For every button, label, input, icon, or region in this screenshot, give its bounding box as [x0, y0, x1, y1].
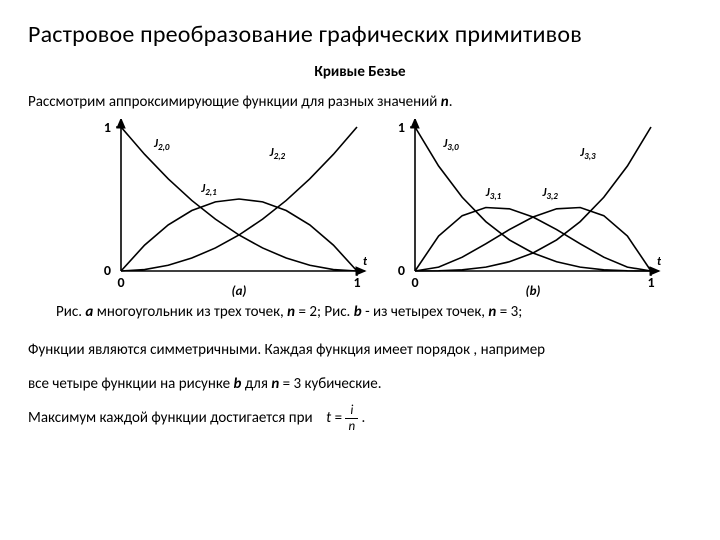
p2e: = 3 кубические. — [279, 375, 381, 393]
svg-text:t: t — [363, 255, 367, 269]
svg-text:J2,0: J2,0 — [153, 137, 170, 153]
svg-text:1: 1 — [647, 274, 654, 291]
cap-a-prefix: Рис. — [56, 303, 85, 321]
svg-text:0: 0 — [398, 262, 405, 279]
svg-text:1: 1 — [353, 274, 360, 291]
cap-a-eq: = 2; — [295, 303, 324, 321]
svg-text:0: 0 — [104, 262, 111, 279]
p3-text: Максимум каждой функции достигается при — [28, 409, 313, 427]
cap-b-label: b — [354, 303, 362, 321]
svg-text:t: t — [657, 255, 661, 269]
cap-b-eq: = 3; — [496, 303, 522, 321]
svg-text:J3,0: J3,0 — [442, 137, 459, 153]
svg-text:0: 0 — [117, 274, 124, 291]
chart-a: 0101tJ2,0J2,1J2,2(a) — [87, 119, 367, 299]
intro-prefix: Рассмотрим аппроксимирующие функции для … — [28, 93, 441, 111]
para-1: Функции являются симметричными. Каждая ф… — [28, 335, 692, 365]
chart-b: 0101tJ3,0J3,1J3,2J3,3(b) — [381, 119, 661, 299]
formula-den: n — [345, 419, 358, 433]
svg-text:(a): (a) — [232, 284, 247, 299]
svg-text:(b): (b) — [526, 284, 541, 299]
section-subtitle: Кривые Безье — [28, 63, 692, 81]
formula-frac: in — [345, 404, 358, 433]
svg-text:1: 1 — [104, 119, 111, 136]
intro-suffix: . — [449, 93, 453, 111]
svg-text:0: 0 — [411, 274, 418, 291]
para-3: Максимум каждой функции достигается при … — [28, 403, 692, 433]
para-2: все четыре функции на рисунке b для n = … — [28, 369, 692, 399]
figure-a: 0101tJ2,0J2,1J2,2(a) — [87, 119, 367, 299]
cap-a-mid: многоугольник из трех точек, — [93, 303, 287, 321]
svg-text:J3,2: J3,2 — [541, 186, 558, 202]
intro-var: n — [441, 93, 449, 111]
cap-b-mid: - из четырех точек, — [362, 303, 489, 321]
svg-text:J3,3: J3,3 — [579, 146, 596, 162]
p2a: все четыре функции на рисунке — [28, 375, 234, 393]
cap-b-prefix: Рис. — [324, 303, 353, 321]
svg-text:J3,1: J3,1 — [485, 186, 502, 202]
svg-text:1: 1 — [398, 119, 405, 136]
formula-eq: = — [331, 409, 345, 427]
intro-text: Рассмотрим аппроксимирующие функции для … — [28, 93, 692, 111]
cap-a-var: n — [287, 303, 295, 321]
page-title: Растровое преобразование графических при… — [28, 20, 692, 49]
figure-row: 0101tJ2,0J2,1J2,2(a) 0101tJ3,0J3,1J3,2J3… — [56, 119, 692, 299]
formula-tail: . — [358, 409, 365, 427]
formula-num: i — [345, 404, 358, 419]
svg-text:J2,1: J2,1 — [200, 182, 217, 198]
p2c: для — [241, 375, 271, 393]
figure-b: 0101tJ3,0J3,1J3,2J3,3(b) — [381, 119, 661, 299]
figure-caption: Рис. a многоугольник из трех точек, n = … — [56, 303, 692, 321]
svg-text:J2,2: J2,2 — [269, 146, 286, 162]
